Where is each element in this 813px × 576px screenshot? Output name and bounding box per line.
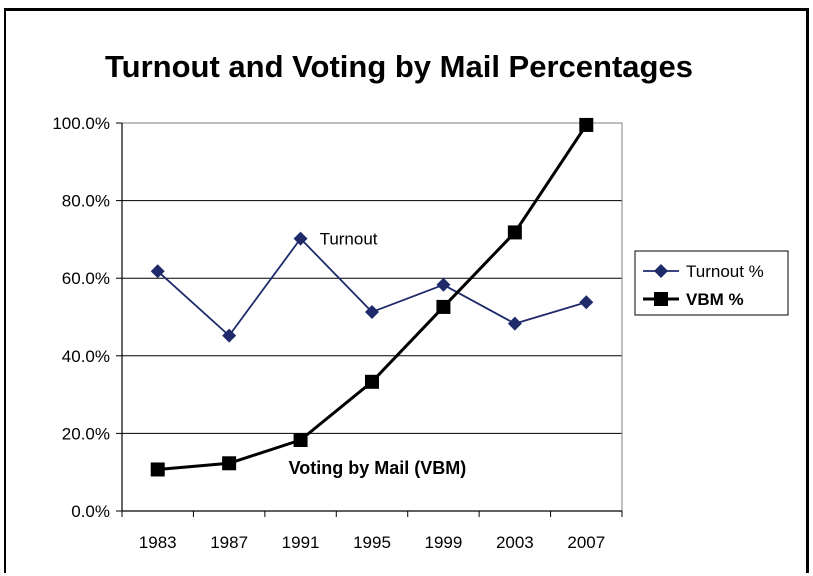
annotations: Turnout Voting by Mail (VBM) xyxy=(289,230,467,478)
annotation-label: Voting by Mail (VBM) xyxy=(289,458,467,478)
legend-label: VBM % xyxy=(686,290,744,309)
x-tick-label: 1991 xyxy=(282,533,320,552)
x-tick-label: 2007 xyxy=(567,533,605,552)
data-point-square xyxy=(222,456,237,471)
x-tick-label: 1995 xyxy=(353,533,391,552)
data-point-square xyxy=(436,299,451,314)
y-tick-label: 0.0% xyxy=(71,502,110,521)
series-layer xyxy=(150,117,594,477)
x-tick-label: 1987 xyxy=(210,533,248,552)
chart-frame: Turnout and Voting by Mail Percentages 0… xyxy=(4,8,809,573)
data-point-square xyxy=(579,117,594,132)
legend-marker-diamond xyxy=(654,264,668,278)
data-point-diamond xyxy=(579,295,594,310)
y-tick-label: 100.0% xyxy=(52,114,110,133)
x-tick-label: 1983 xyxy=(139,533,177,552)
data-point-diamond xyxy=(365,304,379,319)
data-point-diamond xyxy=(507,316,522,331)
x-tick-label: 1999 xyxy=(425,533,463,552)
legend: Turnout % VBM % xyxy=(634,250,789,316)
data-point-diamond xyxy=(150,264,165,279)
data-point-square xyxy=(150,462,165,477)
annotation-label: Turnout xyxy=(320,230,378,249)
y-tick-label: 40.0% xyxy=(62,347,110,366)
data-point-square xyxy=(293,432,308,447)
data-point-diamond xyxy=(436,277,451,292)
legend-marker-square xyxy=(654,292,668,306)
legend-label: Turnout % xyxy=(686,262,764,281)
data-point-square xyxy=(507,225,522,240)
series-line-2 xyxy=(157,124,588,471)
x-tick-label: 2003 xyxy=(496,533,534,552)
data-point-diamond xyxy=(222,328,237,343)
y-tick-label: 80.0% xyxy=(62,192,110,211)
line-chart: Turnout and Voting by Mail Percentages 0… xyxy=(52,49,789,552)
y-tick-label: 60.0% xyxy=(62,269,110,288)
data-point-square xyxy=(365,374,379,389)
series-line-1 xyxy=(157,237,587,337)
data-point-diamond xyxy=(293,231,308,246)
axes: 0.0% 20.0% 40.0% 60.0% 80.0% 100.0% 1983 1987 19… xyxy=(52,114,623,552)
chart-title: Turnout and Voting by Mail Percentages xyxy=(105,49,693,84)
y-tick-label: 20.0% xyxy=(62,424,110,443)
